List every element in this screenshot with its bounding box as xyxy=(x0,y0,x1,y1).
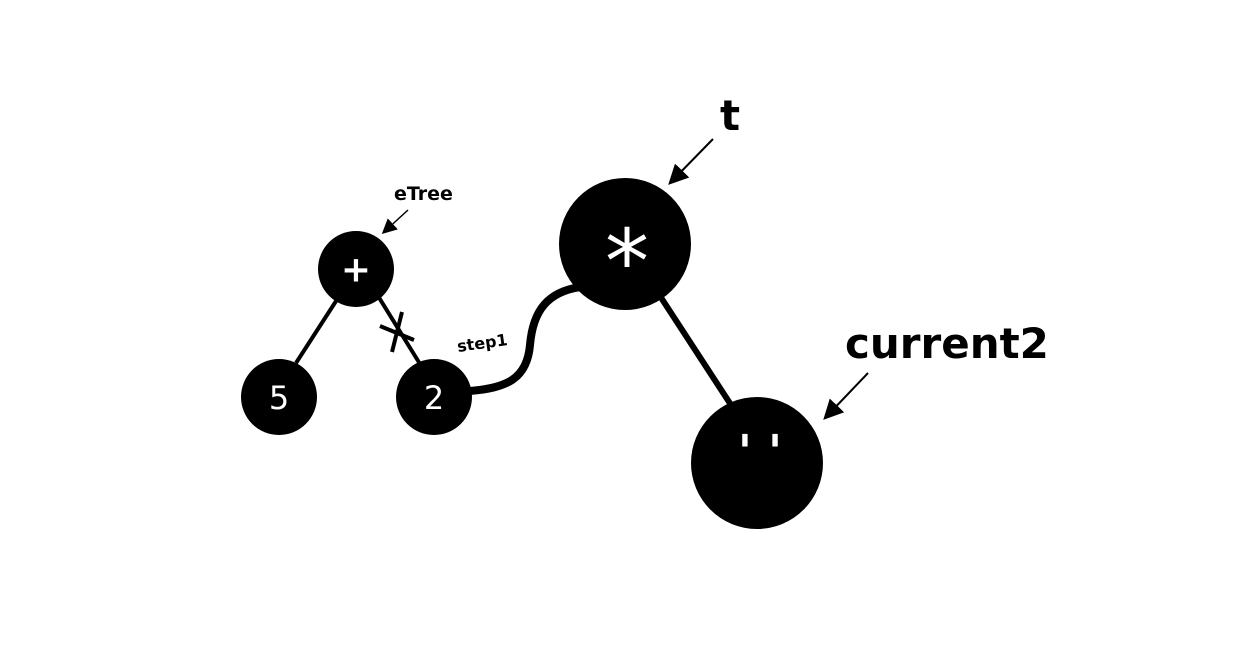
t-arrow xyxy=(668,138,714,185)
node-five-label: 5 xyxy=(269,379,289,417)
node-two-label: 2 xyxy=(424,379,444,417)
node-plus-label: + xyxy=(341,250,371,291)
etree-label: eTree xyxy=(394,183,453,205)
edge-plus-five xyxy=(294,296,340,365)
current2-arrow xyxy=(823,372,869,420)
node-plus: + xyxy=(318,231,394,307)
node-five: 5 xyxy=(241,359,317,435)
node-two: 2 xyxy=(396,359,472,435)
etree-arrow xyxy=(381,209,409,235)
edge-star-space xyxy=(657,294,736,410)
cut-mark-icon xyxy=(379,311,415,353)
step1-connector xyxy=(466,283,584,395)
node-space-label: ' ' xyxy=(738,425,782,479)
node-star: * xyxy=(559,178,691,314)
step1-label: step1 xyxy=(456,330,509,356)
t-label: t xyxy=(720,91,740,140)
current2-label: current2 xyxy=(845,319,1049,368)
node-star-label: * xyxy=(605,211,649,314)
node-space: ' ' xyxy=(691,397,823,529)
